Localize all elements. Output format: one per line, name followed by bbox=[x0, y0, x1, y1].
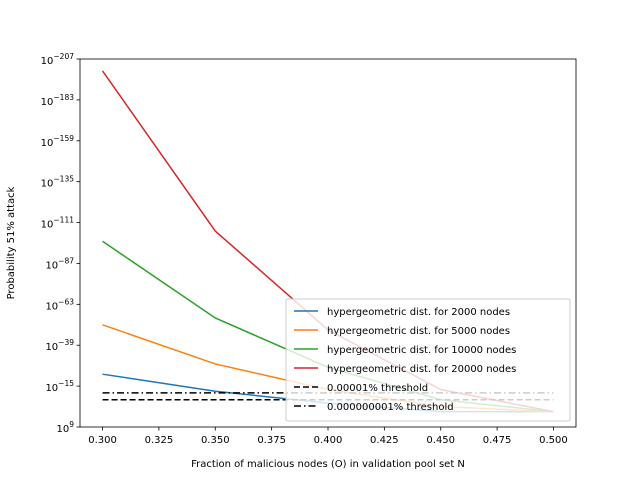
y-tick-label: 109 bbox=[56, 420, 74, 435]
x-tick-label: 0.375 bbox=[257, 435, 286, 446]
x-tick-label: 0.425 bbox=[370, 435, 399, 446]
legend-entry: hypergeometric dist. for 2000 nodes bbox=[327, 307, 510, 318]
legend-entry: hypergeometric dist. for 5000 nodes bbox=[327, 326, 510, 337]
legend: hypergeometric dist. for 2000 nodes hyper… bbox=[285, 298, 571, 422]
legend-entry: hypergeometric dist. for 20000 nodes bbox=[327, 364, 516, 375]
y-tick-label: 10−39 bbox=[45, 338, 74, 353]
x-tick-label: 0.475 bbox=[483, 435, 512, 446]
y-tick-label: 10−87 bbox=[45, 256, 74, 271]
y-tick-label: 10−111 bbox=[41, 216, 75, 231]
y-tick-label: 10−63 bbox=[45, 297, 74, 312]
legend-entry: 0.00001% threshold bbox=[327, 383, 428, 394]
x-tick-label: 0.350 bbox=[201, 435, 230, 446]
y-tick-label: 10−15 bbox=[45, 379, 74, 394]
y-tick-label: 10−207 bbox=[41, 52, 75, 67]
legend-entry: hypergeometric dist. for 10000 nodes bbox=[327, 345, 516, 356]
y-axis: 109 10−15 10−39 10−63 10−87 10−111 10−135 10−15… bbox=[41, 52, 80, 435]
x-tick-label: 0.300 bbox=[88, 435, 117, 446]
y-tick-label: 10−159 bbox=[41, 134, 75, 149]
x-tick-label: 0.450 bbox=[426, 435, 455, 446]
x-tick-label: 0.325 bbox=[145, 435, 174, 446]
x-axis-label: Fraction of malicious nodes (O) in valid… bbox=[191, 459, 465, 470]
y-axis-label: Probability 51% attack bbox=[6, 186, 17, 299]
legend-box bbox=[285, 298, 571, 422]
x-tick-label: 0.400 bbox=[314, 435, 343, 446]
x-tick-label: 0.500 bbox=[539, 435, 568, 446]
legend-entry: 0.000000001% threshold bbox=[327, 402, 454, 413]
y-tick-label: 10−183 bbox=[41, 93, 75, 108]
y-tick-label: 10−135 bbox=[41, 175, 75, 190]
x-axis: 0.300 0.325 0.350 0.375 0.400 0.425 0.450 0.475… bbox=[88, 427, 568, 446]
